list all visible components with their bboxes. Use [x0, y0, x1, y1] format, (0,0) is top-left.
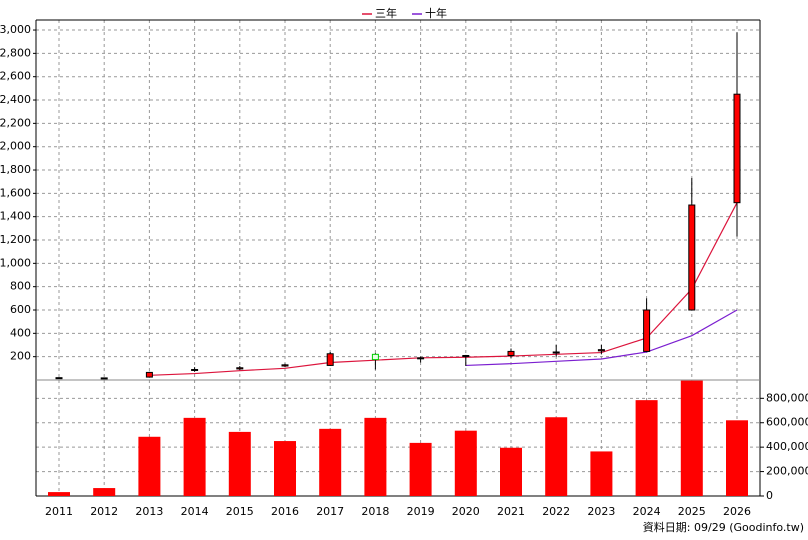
x-tick-label: 2019: [407, 505, 435, 518]
volume-bar: [93, 488, 116, 496]
candle-body: [145, 371, 153, 378]
legend-label: 三年: [375, 6, 397, 20]
candle-body: [507, 350, 515, 357]
candle-body: [281, 364, 289, 367]
y-tick-label: 400: [10, 326, 31, 339]
y-tick-label: 2,400: [0, 93, 31, 106]
y-tick-label: 1,200: [0, 233, 31, 246]
volume-bar: [138, 436, 161, 496]
legend-label: 十年: [425, 6, 447, 20]
y-tick-label: 600: [10, 303, 31, 316]
volume-bar: [319, 428, 342, 496]
y-tick-label: 2,800: [0, 46, 31, 59]
x-tick-label: 2011: [45, 505, 73, 518]
volume-bar: [228, 431, 251, 496]
x-tick-label: 2023: [587, 505, 615, 518]
candle-body: [55, 377, 63, 380]
y-tick-label: 1,600: [0, 186, 31, 199]
volume-bar: [274, 441, 296, 496]
candle-body: [688, 204, 696, 311]
y-tick-label: 200: [10, 350, 31, 363]
candle-body: [100, 377, 108, 380]
x-tick-label: 2015: [226, 505, 254, 518]
candle-body: [462, 355, 470, 358]
candle-body: [326, 353, 334, 366]
y-tick-label: 2,000: [0, 140, 31, 153]
y-tick-label: 2,200: [0, 116, 31, 129]
candle-body: [552, 351, 560, 354]
volume-bar: [635, 400, 658, 496]
y-tick-label: 1,800: [0, 163, 31, 176]
ma-line: [465, 309, 738, 367]
y2-tick-label: 800,000: [766, 391, 808, 404]
y-tick-label: 3,000: [0, 23, 31, 36]
x-tick-label: 2025: [678, 505, 706, 518]
y2-tick-label: 0: [766, 489, 773, 502]
x-tick-label: 2020: [452, 505, 480, 518]
y-tick-label: 1,400: [0, 210, 31, 223]
volume-bar: [364, 417, 387, 496]
x-tick-label: 2021: [497, 505, 525, 518]
x-tick-label: 2014: [181, 505, 209, 518]
volume-bar: [183, 417, 206, 496]
candle-body: [417, 357, 425, 360]
volume-bar: [454, 430, 477, 496]
candle-body: [191, 369, 199, 372]
y-tick-label: 2,600: [0, 70, 31, 83]
y-tick-label: 800: [10, 280, 31, 293]
x-tick-label: 2018: [361, 505, 389, 518]
x-tick-label: 2022: [542, 505, 570, 518]
x-tick-label: 2026: [723, 505, 751, 518]
candle-body: [643, 309, 651, 352]
volume-bar: [680, 380, 703, 496]
y2-tick-label: 400,000: [766, 440, 808, 453]
volume-bar: [590, 451, 613, 496]
y2-tick-label: 200,000: [766, 465, 808, 478]
x-tick-label: 2017: [316, 505, 344, 518]
x-tick-label: 2013: [135, 505, 163, 518]
volume-bar: [48, 492, 70, 496]
ma-line: [149, 202, 738, 376]
footer: 資料日期: 09/29 (Goodinfo.tw): [643, 520, 804, 534]
volume-bar: [545, 417, 568, 496]
volume-bar: [409, 442, 432, 496]
x-tick-label: 2012: [90, 505, 118, 518]
volume-bar: [726, 420, 748, 496]
x-tick-label: 2024: [633, 505, 661, 518]
candle-body: [597, 349, 605, 352]
y2-tick-label: 600,000: [766, 416, 808, 429]
y-tick-label: 1,000: [0, 256, 31, 269]
candle-body: [733, 93, 741, 204]
candle-body: [236, 367, 244, 370]
volume-bar: [500, 447, 522, 496]
candle-body: [371, 353, 379, 361]
x-tick-label: 2016: [271, 505, 299, 518]
